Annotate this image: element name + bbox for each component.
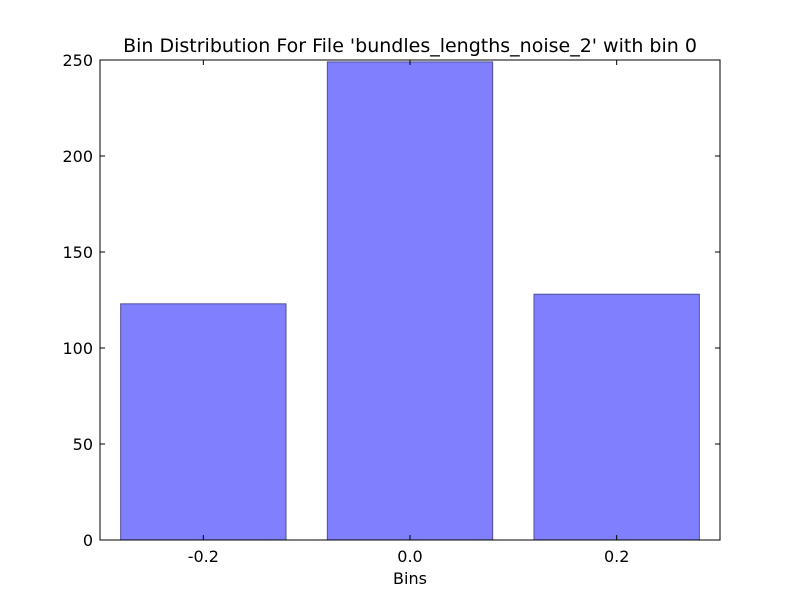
x-tick-label: -0.2 (188, 547, 219, 566)
bar-0.2 (533, 293, 700, 541)
bar-0.0 (326, 61, 494, 541)
y-tick-label: 100 (62, 339, 93, 358)
x-tick-label: 0.0 (397, 547, 422, 566)
x-axis-label: Bins (393, 569, 427, 588)
y-tick-label: 200 (62, 147, 93, 166)
y-tick-label: 50 (73, 435, 93, 454)
chart-title: Bin Distribution For File 'bundles_lengt… (123, 35, 697, 57)
y-tick-label: 250 (62, 51, 93, 70)
bar--0.2 (120, 303, 287, 541)
x-tick-label: 0.2 (604, 547, 629, 566)
ticks-layer: -0.2 0.0 0.2 0 50 100 150 200 250 (62, 51, 720, 566)
plot-frame (99, 59, 721, 541)
y-tick-label: 0 (83, 531, 93, 550)
bars-layer (120, 61, 700, 541)
y-tick-label: 150 (62, 243, 93, 262)
